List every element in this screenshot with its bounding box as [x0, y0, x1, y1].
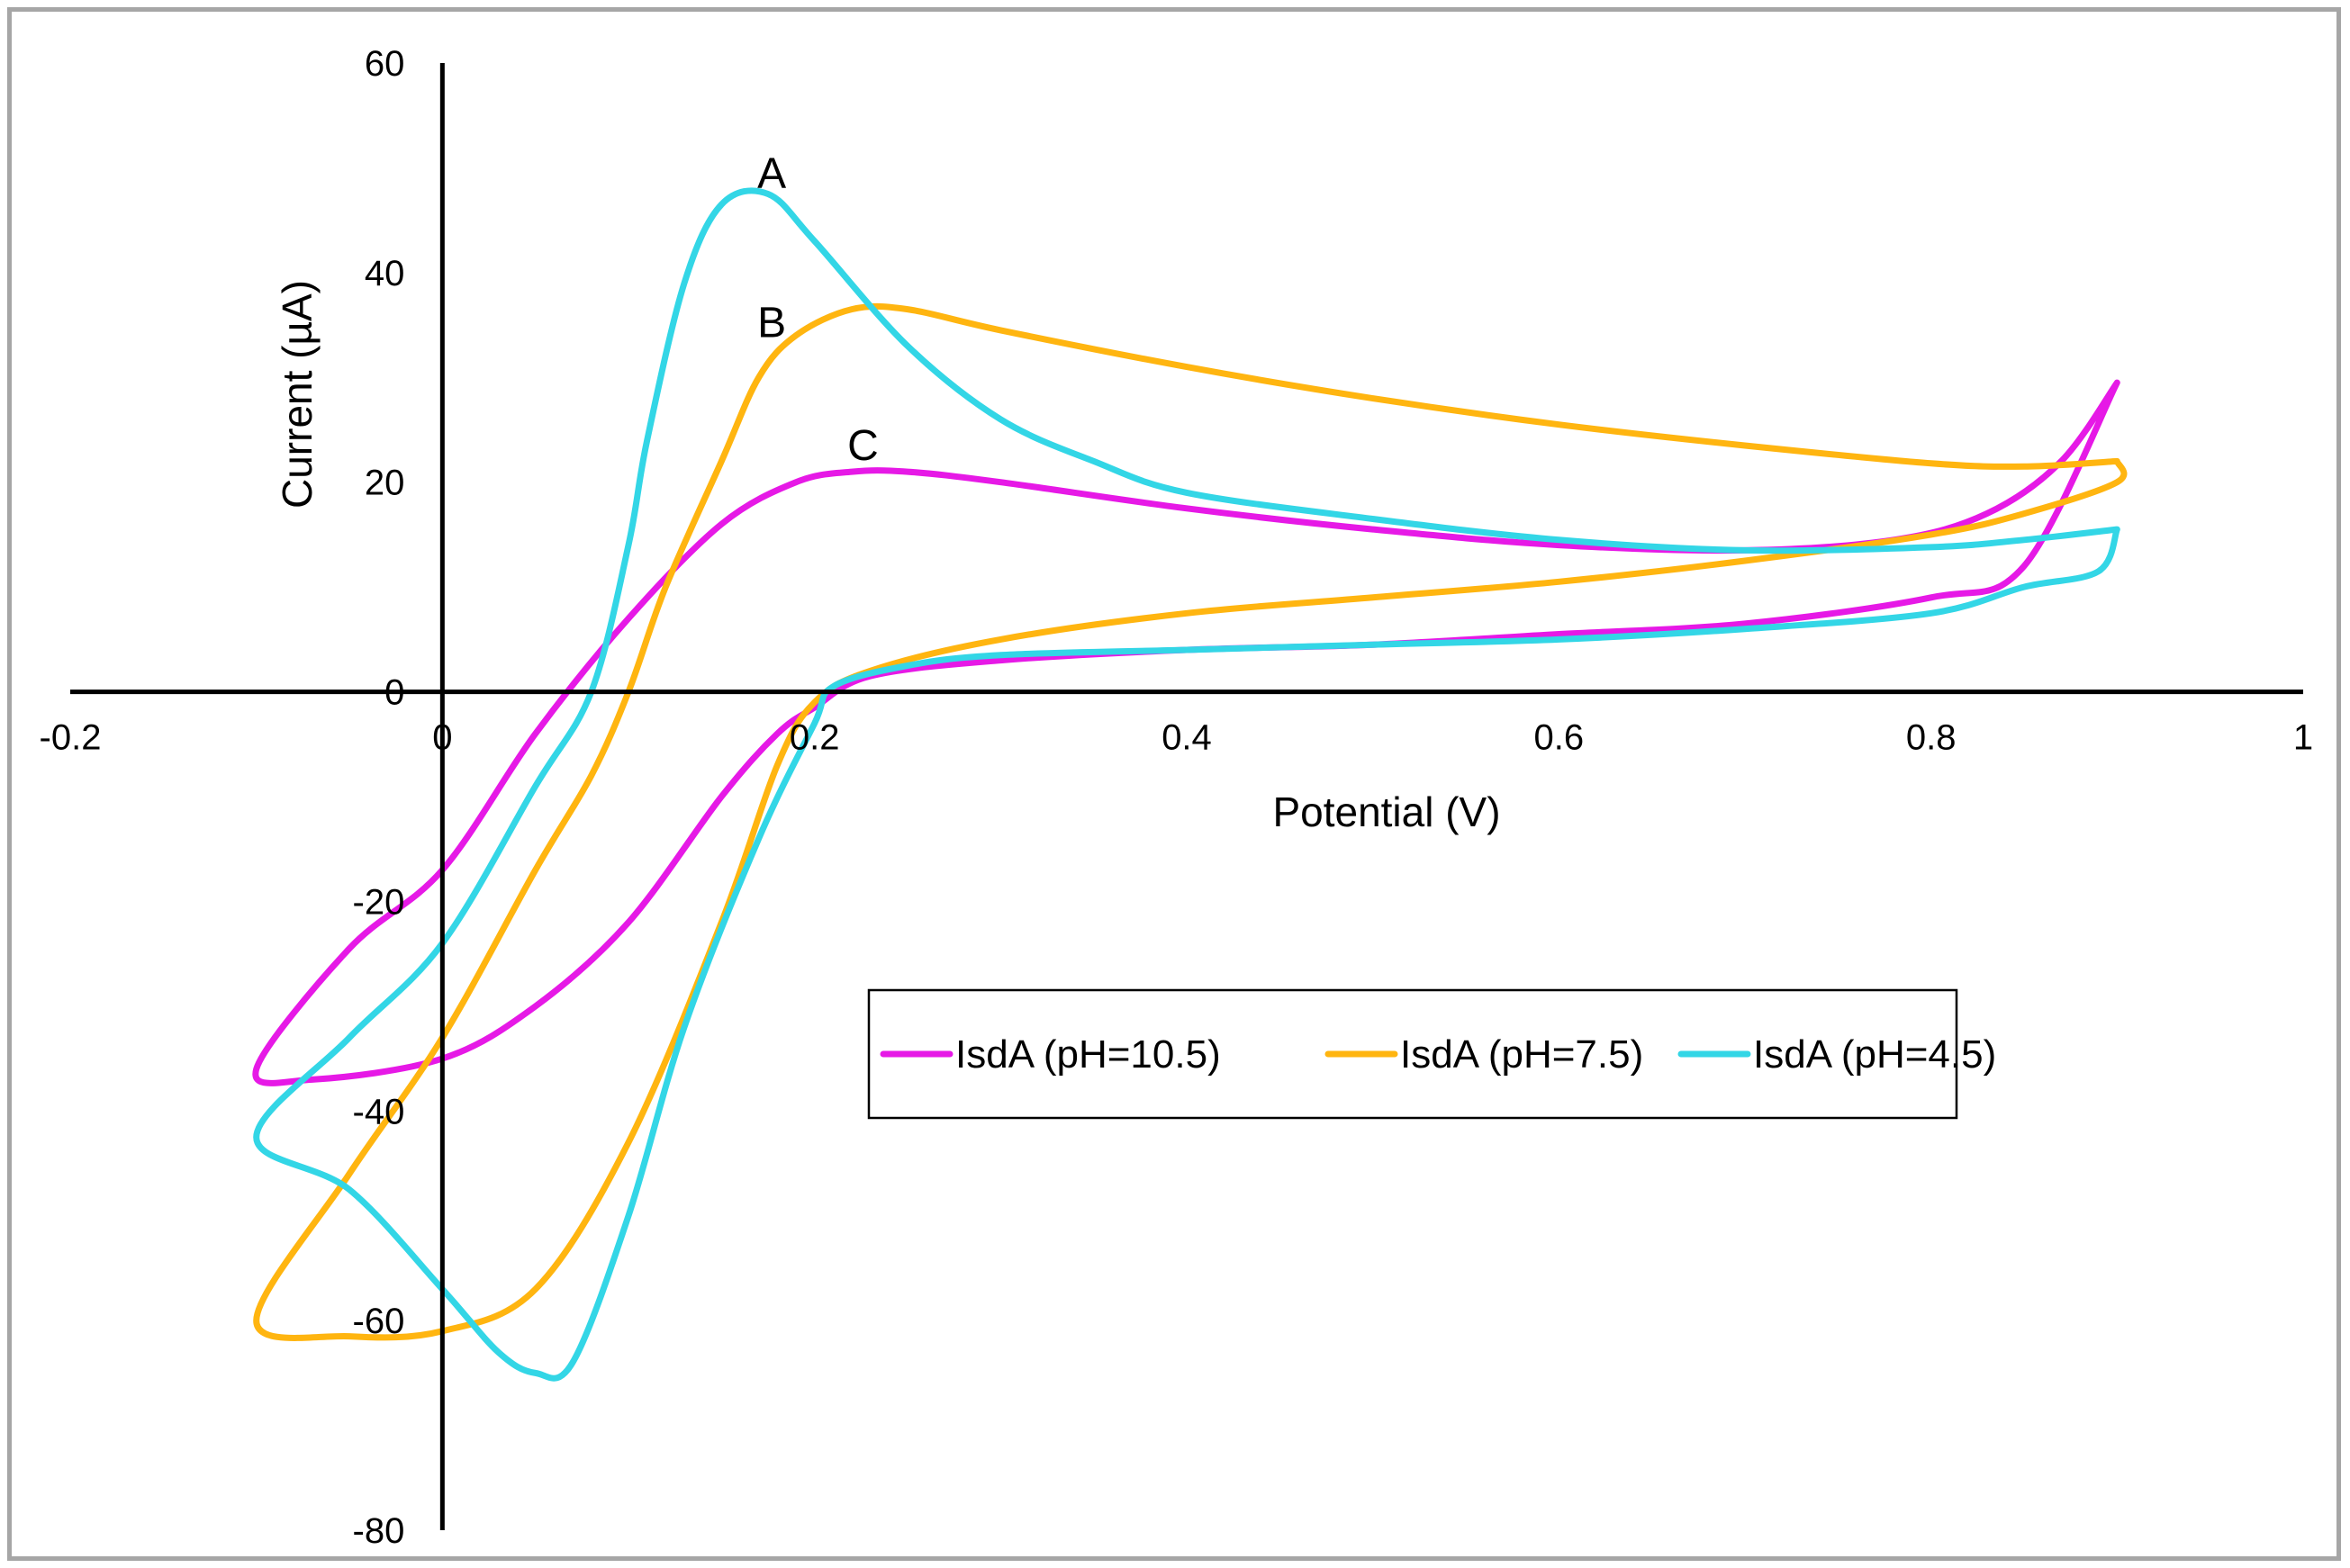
y-tick-label: -80 [353, 1511, 405, 1551]
y-axis-title: Current (µA) [274, 280, 321, 509]
chart-frame [7, 7, 2341, 1561]
y-tick-label: 20 [365, 464, 405, 503]
tick-labels: -0.2 0 0.2 0.4 0.6 0.8 1 60 40 20 0 -20 -40 -60 -80 [40, 44, 2314, 1551]
y-tick-label: -20 [353, 882, 405, 922]
y-tick-label: 60 [365, 44, 405, 84]
legend-entry: IsdA (pH=4.5) [1677, 1032, 1996, 1077]
series-line-2 [253, 302, 2128, 1341]
peak-label-c: C [847, 422, 879, 470]
y-tick-label: 40 [365, 254, 405, 293]
series-line-3 [253, 187, 2120, 1382]
y-tick-label: -60 [353, 1302, 405, 1341]
y-tick-label: -40 [353, 1092, 405, 1131]
x-tick-label: 0.6 [1534, 718, 1585, 758]
x-tick-label: 1 [2293, 718, 2313, 758]
x-tick-label: -0.2 [40, 718, 102, 758]
peak-annotations: A B C [757, 149, 879, 470]
x-tick-label: 0.2 [790, 718, 840, 758]
legend-entry: IsdA (pH=10.5) [880, 1032, 1221, 1077]
legend-label: IsdA (pH=10.5) [955, 1032, 1221, 1077]
x-tick-label: 0.4 [1161, 718, 1212, 758]
axes-layer [70, 63, 2303, 1530]
x-tick-label: 0 [432, 718, 452, 758]
legend-label: IsdA (pH=4.5) [1753, 1032, 1996, 1077]
legend: IsdA (pH=10.5) IsdA (pH=7.5) IsdA (pH=4.5) [867, 988, 1996, 1120]
legend-box [867, 988, 1958, 1120]
x-tick-label: 0.8 [1906, 718, 1957, 758]
series-layer [252, 187, 2128, 1382]
legend-entries: IsdA (pH=10.5) IsdA (pH=7.5) IsdA (pH=4.5) [880, 1032, 1996, 1077]
y-tick-label: 0 [384, 673, 404, 713]
peak-label-b: B [757, 300, 786, 347]
legend-label: IsdA (pH=7.5) [1400, 1032, 1643, 1077]
legend-entry: IsdA (pH=7.5) [1324, 1032, 1643, 1077]
peak-label-a: A [757, 149, 786, 197]
x-axis-title: Potential (V) [1272, 789, 1500, 835]
